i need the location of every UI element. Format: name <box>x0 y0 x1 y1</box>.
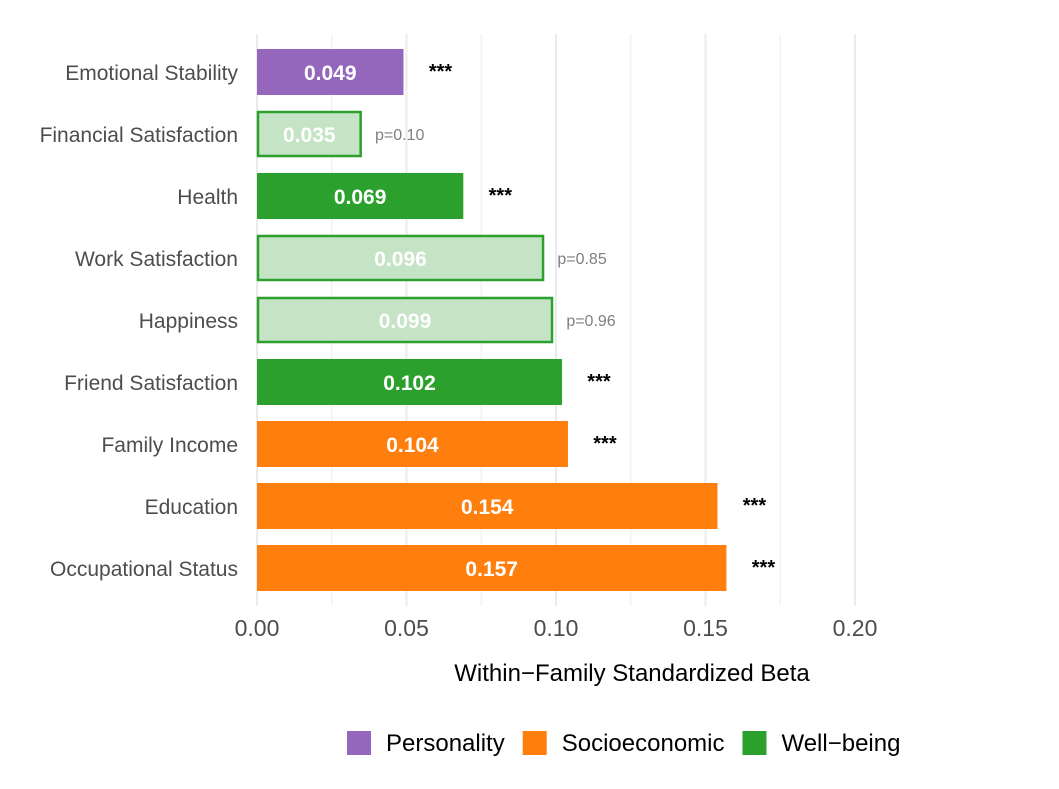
y-axis-label: Work Satisfaction <box>75 248 238 271</box>
bar-emotional-stability <box>257 49 404 95</box>
bar-value-label: 0.104 <box>386 434 439 457</box>
legend-swatch <box>347 731 371 755</box>
significance-label: p=0.96 <box>566 313 615 330</box>
bar-occupational-status <box>257 545 727 591</box>
bar-value-label: 0.157 <box>465 558 518 581</box>
legend-label: Socioeconomic <box>562 730 725 757</box>
bar-value-label: 0.099 <box>379 310 432 333</box>
y-axis-labels: Emotional Stability Financial Satisfactio… <box>40 62 239 581</box>
legend-label: Well−being <box>781 730 900 757</box>
x-tick-label: 0.10 <box>534 615 579 641</box>
y-axis-label: Financial Satisfaction <box>40 124 238 147</box>
bar-education <box>257 483 718 529</box>
bar-health <box>257 173 464 219</box>
bar-value-label: 0.154 <box>461 496 514 519</box>
bar-value-label: 0.049 <box>304 62 357 85</box>
bar-friend-satisfaction <box>257 359 562 405</box>
significance-label: *** <box>587 371 611 393</box>
x-axis-ticks: 0.00 0.05 0.10 0.15 0.20 <box>235 615 878 641</box>
y-axis-label: Happiness <box>139 310 238 333</box>
bar-financial-satisfaction <box>256 110 362 158</box>
x-tick-label: 0.20 <box>833 615 878 641</box>
y-axis-label: Family Income <box>101 434 238 457</box>
bar-work-satisfaction <box>256 234 545 282</box>
significance-label: *** <box>489 185 513 207</box>
significance-label: *** <box>743 495 767 517</box>
x-tick-label: 0.05 <box>384 615 429 641</box>
significance-label: p=0.85 <box>557 251 606 268</box>
legend: Personality Socioeconomic Well−being <box>347 730 900 757</box>
y-axis-label: Friend Satisfaction <box>64 372 238 395</box>
x-tick-label: 0.15 <box>683 615 728 641</box>
y-axis-label: Health <box>177 186 238 209</box>
bars: 0.049 *** 0.035 p=0.10 0.069 *** 0.096 p=0.85 0.… <box>256 49 776 591</box>
legend-swatch <box>522 731 547 755</box>
significance-label: p=0.10 <box>375 127 424 144</box>
x-tick-label: 0.00 <box>235 615 280 641</box>
legend-swatch <box>742 731 767 755</box>
significance-label: *** <box>429 61 453 83</box>
x-axis-title: Within−Family Standardized Beta <box>454 660 810 687</box>
legend-label: Personality <box>386 730 505 757</box>
bar-value-label: 0.096 <box>374 248 427 271</box>
y-axis-label: Occupational Status <box>50 558 238 581</box>
y-axis-label: Education <box>145 496 238 519</box>
significance-label: *** <box>752 557 776 579</box>
bar-value-label: 0.069 <box>334 186 387 209</box>
bar-happiness <box>256 296 554 344</box>
bar-value-label: 0.035 <box>283 124 336 147</box>
bar-value-label: 0.102 <box>383 372 436 395</box>
bar-family-income <box>257 421 568 467</box>
significance-label: *** <box>593 433 617 455</box>
y-axis-label: Emotional Stability <box>65 62 238 85</box>
